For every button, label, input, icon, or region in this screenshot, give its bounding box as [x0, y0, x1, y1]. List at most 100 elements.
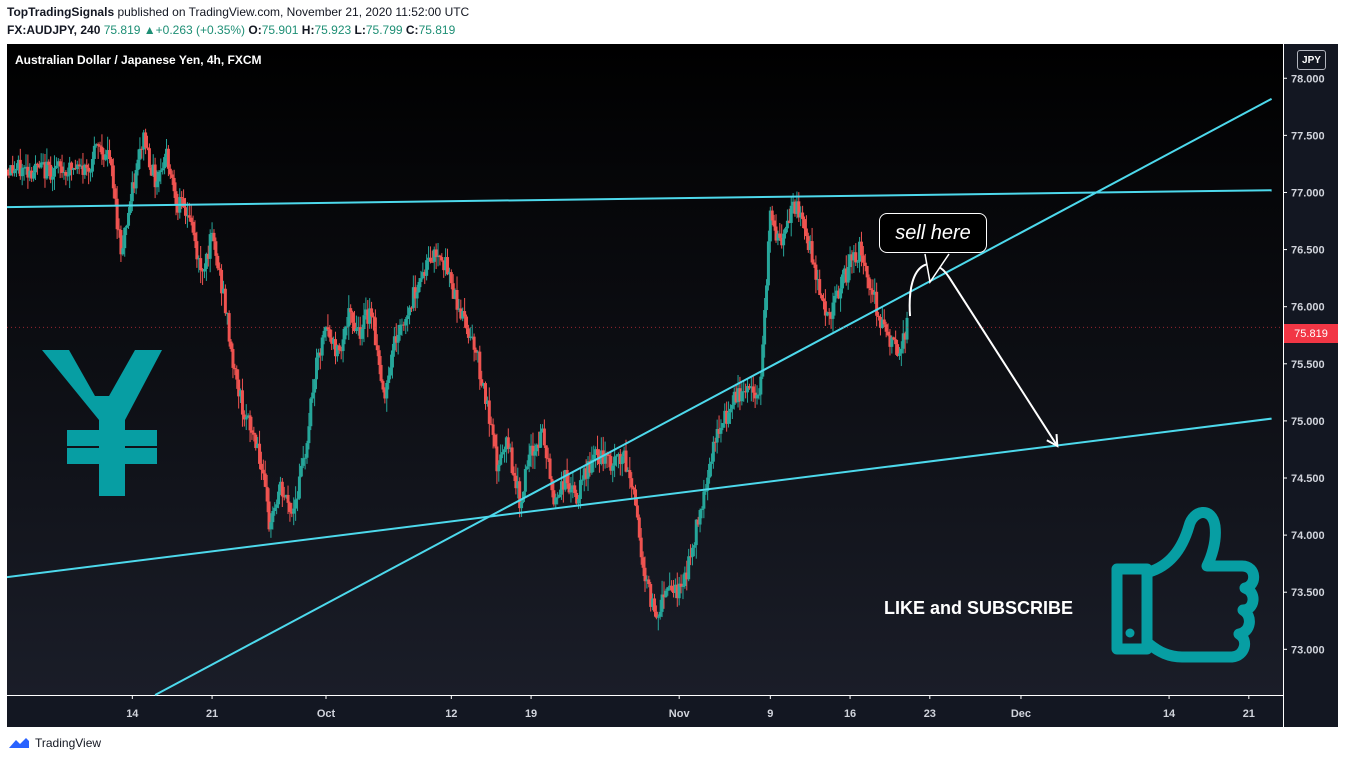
y-tick-label: 76.000: [1291, 302, 1325, 314]
candle-body: [409, 307, 413, 309]
candle-body: [89, 171, 93, 173]
candle-body: [106, 150, 110, 155]
candle-body: [861, 255, 865, 263]
close-label: C:: [405, 23, 419, 37]
candle-body: [180, 197, 184, 199]
candle-body: [109, 159, 113, 166]
candle-body: [297, 476, 301, 499]
candle-body: [842, 268, 846, 275]
tradingview-logo[interactable]: TradingView: [7, 736, 101, 750]
candle-body: [138, 148, 142, 160]
last-price-tag: 75.819: [1284, 324, 1338, 343]
candle-body: [296, 498, 300, 500]
candle-body: [890, 337, 894, 347]
candle-body: [597, 455, 601, 464]
candle-body: [406, 315, 410, 320]
publisher-name[interactable]: TopTradingSignals: [7, 5, 115, 19]
low-label: L:: [354, 23, 366, 37]
candle-body: [415, 292, 419, 299]
yen-icon: [42, 350, 162, 496]
candle-body: [820, 294, 824, 299]
candle-body: [624, 450, 628, 472]
candle-body: [896, 344, 900, 356]
candle-body: [558, 494, 562, 498]
candle-body: [630, 478, 634, 488]
candle-body: [829, 312, 833, 319]
candle-body: [476, 351, 480, 353]
currency-button[interactable]: JPY: [1297, 50, 1326, 70]
chart-area[interactable]: 73.000 73.500 74.000 74.500 75.000 75.500 76.0…: [7, 44, 1338, 727]
candle-body: [512, 472, 516, 476]
candle-body: [457, 308, 461, 310]
candle-body: [62, 172, 66, 174]
publish-info: TopTradingSignals published on TradingVi…: [7, 5, 469, 19]
candle-body: [77, 164, 81, 167]
candle-body: [816, 279, 820, 281]
candle-body: [582, 468, 586, 480]
candle-body: [292, 508, 296, 514]
candle-body: [56, 161, 60, 166]
price-chart[interactable]: 73.000 73.500 74.000 74.500 75.000 75.500 76.0…: [7, 44, 1338, 727]
published-text: published on TradingView.com, November 2…: [114, 5, 470, 19]
candle-body: [575, 493, 579, 504]
candle-body: [75, 164, 79, 170]
candle-body: [87, 167, 91, 172]
candle-body: [7, 169, 9, 172]
candle-body: [41, 162, 45, 164]
candle-body: [677, 583, 681, 599]
candle-body: [328, 329, 332, 338]
candle-body: [301, 458, 305, 466]
tradingview-brand: TradingView: [35, 736, 102, 750]
candle-body: [825, 312, 829, 316]
candle-body: [715, 428, 719, 443]
candle-body: [35, 163, 39, 166]
candle-body: [402, 324, 406, 326]
candle-body: [39, 162, 43, 168]
candle-body: [168, 168, 172, 175]
candle-body: [166, 148, 170, 169]
candle-body: [654, 611, 658, 618]
candle-body: [417, 281, 421, 293]
candle-body: [242, 414, 246, 420]
candle-body: [601, 450, 605, 464]
candle-body: [210, 232, 214, 235]
candle-body: [892, 337, 896, 340]
candle-body: [197, 258, 201, 260]
candle-body: [127, 212, 131, 226]
candle-body: [740, 391, 744, 402]
candle-body: [45, 161, 49, 179]
candle-body: [364, 309, 368, 316]
candle-body: [556, 497, 560, 499]
candle-body: [54, 165, 58, 169]
candle-body: [577, 498, 581, 504]
candle-body: [343, 327, 347, 340]
candle-body: [309, 398, 313, 427]
candle-body: [117, 229, 121, 231]
candle-body: [165, 148, 168, 158]
candle-body: [140, 148, 144, 150]
candle-body: [225, 313, 229, 315]
candle-body: [664, 590, 668, 598]
candle-body: [675, 584, 679, 599]
candle-body: [290, 511, 294, 514]
candle-body: [846, 267, 850, 283]
candle-body: [542, 428, 546, 446]
candle-body: [261, 469, 265, 474]
candle-body: [871, 290, 875, 295]
candle-body: [550, 478, 554, 491]
candle-body: [390, 350, 394, 368]
candle-body: [248, 415, 252, 431]
candle-body: [280, 481, 284, 497]
candle-body: [482, 383, 486, 386]
candle-body: [305, 443, 309, 458]
candle-body: [668, 585, 672, 588]
candle-body: [396, 334, 400, 343]
x-tick-label: Dec: [1011, 708, 1031, 720]
candle-body: [284, 494, 288, 497]
candle-body: [442, 260, 446, 271]
candle-body: [419, 278, 423, 282]
candle-body: [436, 255, 440, 258]
candle-body: [696, 519, 700, 525]
candle-body: [525, 466, 529, 470]
candle-body: [153, 164, 157, 188]
